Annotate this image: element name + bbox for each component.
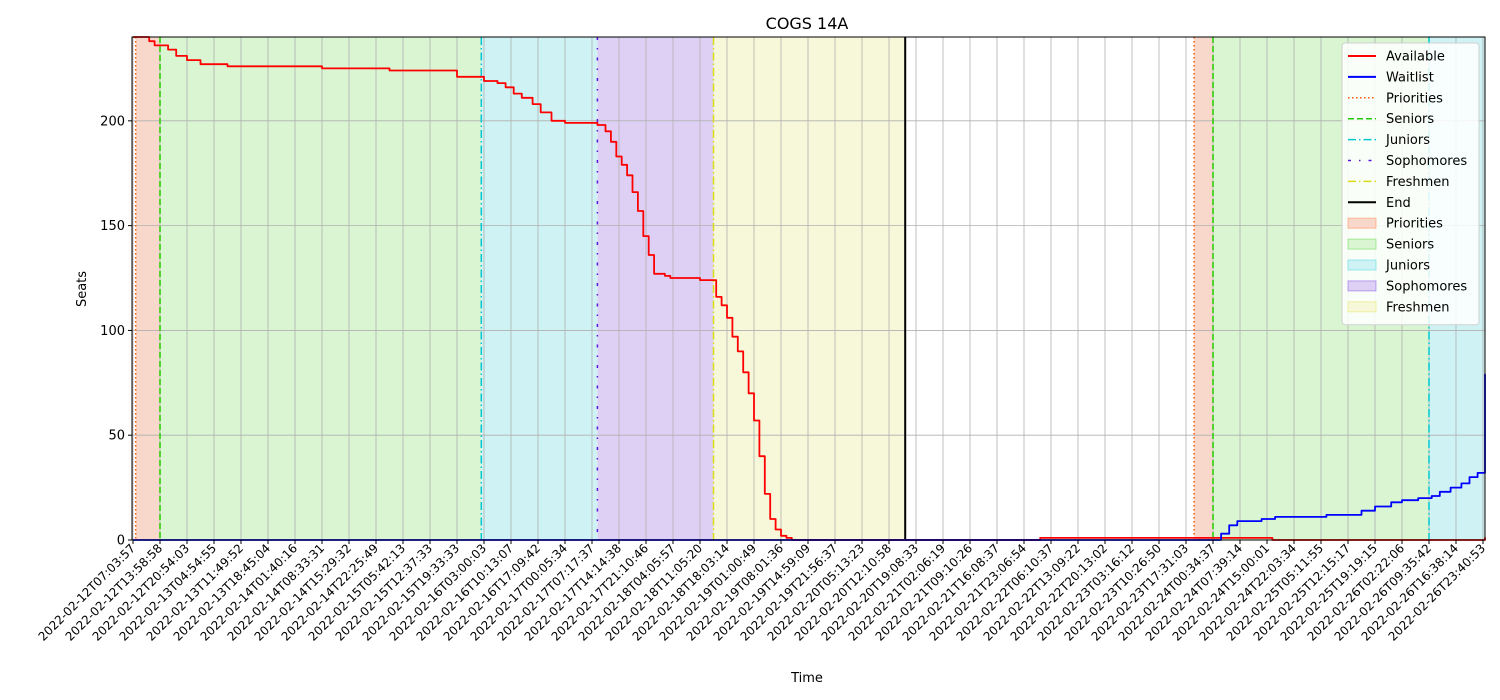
legend-label: Priorities xyxy=(1386,91,1443,106)
legend-label: Available xyxy=(1386,50,1445,65)
legend-label: Seniors xyxy=(1386,112,1434,127)
legend-box xyxy=(1341,42,1480,326)
legend-patch-freshmen xyxy=(1347,301,1377,313)
legend-patch-seniors xyxy=(1347,238,1377,250)
legend-label: Seniors xyxy=(1386,238,1434,253)
legend-label: Sophomores xyxy=(1386,154,1467,169)
y-tick-label: 200 xyxy=(100,114,125,129)
y-tick-label: 100 xyxy=(100,324,125,339)
y-tick-label: 150 xyxy=(100,219,125,234)
x-axis-label: Time xyxy=(790,671,823,686)
legend-label: Juniors xyxy=(1385,259,1430,274)
legend-label: Waitlist xyxy=(1386,70,1434,85)
legend-patch-juniors xyxy=(1347,259,1377,271)
legend-label: Juniors xyxy=(1385,133,1430,148)
legend-label: Sophomores xyxy=(1386,279,1467,294)
phase-band-priorities xyxy=(135,37,160,540)
legend-label: End xyxy=(1386,196,1411,211)
legend-label: Priorities xyxy=(1386,217,1443,232)
y-axis-label: Seats xyxy=(75,271,90,307)
y-tick-label: 0 xyxy=(117,534,125,549)
series-line-available xyxy=(133,36,1486,541)
legend-label: Freshmen xyxy=(1386,175,1450,190)
legend-patch-sophomores xyxy=(1347,280,1377,292)
phase-band-seniors xyxy=(160,37,482,540)
phase-band-sophomores xyxy=(597,37,714,540)
legend-label: Freshmen xyxy=(1386,300,1450,315)
phase-band-priorities xyxy=(1194,37,1213,540)
chart-title: COGS 14A xyxy=(766,14,849,33)
y-tick-label: 50 xyxy=(108,429,125,444)
legend-patch-priorities xyxy=(1347,217,1377,229)
phase-band-juniors xyxy=(481,37,598,540)
phase-band-freshmen xyxy=(713,37,906,540)
